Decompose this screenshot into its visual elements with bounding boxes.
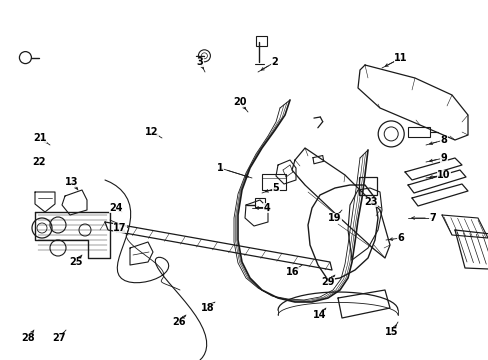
Text: 4: 4 xyxy=(263,203,270,213)
Text: 5: 5 xyxy=(272,183,279,193)
Bar xyxy=(255,198,264,207)
Text: 3: 3 xyxy=(196,57,203,67)
Text: 14: 14 xyxy=(313,310,326,320)
Text: 2: 2 xyxy=(271,57,278,67)
Text: 18: 18 xyxy=(201,303,214,313)
Text: 20: 20 xyxy=(233,97,246,107)
Text: 16: 16 xyxy=(285,267,299,277)
Bar xyxy=(407,127,429,138)
Text: 27: 27 xyxy=(52,333,65,343)
Text: 26: 26 xyxy=(172,317,185,327)
Text: 19: 19 xyxy=(327,213,341,223)
Text: 12: 12 xyxy=(145,127,159,137)
Text: 23: 23 xyxy=(364,197,377,207)
Text: 1: 1 xyxy=(216,163,223,173)
Text: 11: 11 xyxy=(393,53,407,63)
Bar xyxy=(261,174,285,190)
Bar xyxy=(256,36,266,46)
Text: 28: 28 xyxy=(21,333,35,343)
Text: 21: 21 xyxy=(33,133,47,143)
Text: 8: 8 xyxy=(440,135,447,145)
Text: 10: 10 xyxy=(436,170,450,180)
Bar xyxy=(359,177,376,195)
Text: 17: 17 xyxy=(113,223,126,233)
Text: 22: 22 xyxy=(32,157,46,167)
Text: 7: 7 xyxy=(429,213,435,223)
Text: 6: 6 xyxy=(397,233,404,243)
Text: 9: 9 xyxy=(440,153,447,163)
Text: 15: 15 xyxy=(385,327,398,337)
Text: 29: 29 xyxy=(321,277,334,287)
Text: 25: 25 xyxy=(69,257,82,267)
Text: 24: 24 xyxy=(109,203,122,213)
Text: 13: 13 xyxy=(65,177,79,187)
